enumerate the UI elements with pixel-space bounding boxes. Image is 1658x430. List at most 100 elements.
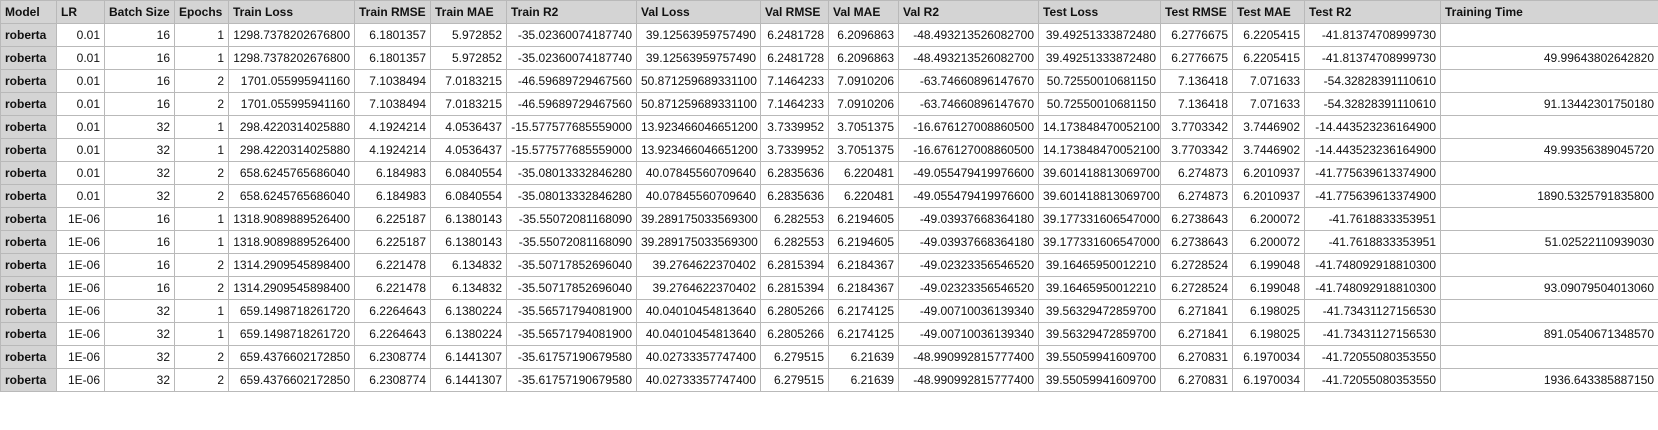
cell-test-r2[interactable]: -41.775639613374900 (1304, 184, 1441, 208)
column-header-test-r2[interactable]: Test R2 (1304, 0, 1441, 24)
cell-train-r2[interactable]: -46.59689729467560 (506, 92, 637, 116)
cell-val-loss[interactable]: 39.12563959757490 (636, 23, 761, 47)
cell-test-rmse[interactable]: 6.274873 (1160, 161, 1233, 185)
cell-batch-size[interactable]: 16 (104, 276, 175, 300)
cell-lr[interactable]: 1E-06 (56, 368, 105, 392)
cell-train-mae[interactable]: 4.0536437 (430, 138, 507, 162)
cell-model[interactable]: roberta (0, 230, 57, 254)
cell-train-r2[interactable]: -15.577577685559000 (506, 138, 637, 162)
cell-train-loss[interactable]: 1298.7378202676800 (228, 46, 355, 70)
cell-batch-size[interactable]: 16 (104, 46, 175, 70)
cell-test-loss[interactable]: 39.177331606547000 (1038, 207, 1161, 231)
cell-batch-size[interactable]: 16 (104, 69, 175, 93)
cell-model[interactable]: roberta (0, 322, 57, 346)
cell-val-loss[interactable]: 40.04010454813640 (636, 322, 761, 346)
cell-training-time[interactable]: 49.99356389045720 (1440, 138, 1658, 162)
cell-test-loss[interactable]: 50.72550010681150 (1038, 92, 1161, 116)
cell-test-rmse[interactable]: 3.7703342 (1160, 138, 1233, 162)
cell-lr[interactable]: 1E-06 (56, 299, 105, 323)
cell-train-loss[interactable]: 658.6245765686040 (228, 161, 355, 185)
cell-val-r2[interactable]: -16.676127008860500 (898, 115, 1039, 139)
cell-val-mae[interactable]: 6.2174125 (828, 322, 899, 346)
cell-val-rmse[interactable]: 6.2835636 (760, 161, 829, 185)
cell-model[interactable]: roberta (0, 184, 57, 208)
cell-train-rmse[interactable]: 6.2308774 (354, 345, 431, 369)
cell-val-r2[interactable]: -48.493213526082700 (898, 23, 1039, 47)
cell-val-loss[interactable]: 40.07845560709640 (636, 184, 761, 208)
cell-test-r2[interactable]: -41.81374708999730 (1304, 23, 1441, 47)
cell-test-mae[interactable]: 6.199048 (1232, 253, 1305, 277)
cell-test-loss[interactable]: 14.173848470052100 (1038, 138, 1161, 162)
cell-train-loss[interactable]: 298.4220314025880 (228, 115, 355, 139)
cell-val-loss[interactable]: 13.923466046651200 (636, 115, 761, 139)
cell-train-loss[interactable]: 1314.2909545898400 (228, 253, 355, 277)
cell-test-r2[interactable]: -41.748092918810300 (1304, 276, 1441, 300)
cell-train-loss[interactable]: 1298.7378202676800 (228, 23, 355, 47)
cell-test-mae[interactable]: 7.071633 (1232, 69, 1305, 93)
cell-test-mae[interactable]: 6.2010937 (1232, 184, 1305, 208)
cell-train-mae[interactable]: 6.1380224 (430, 322, 507, 346)
cell-val-mae[interactable]: 6.220481 (828, 184, 899, 208)
cell-training-time[interactable] (1440, 253, 1658, 277)
cell-val-r2[interactable]: -16.676127008860500 (898, 138, 1039, 162)
cell-test-mae[interactable]: 3.7446902 (1232, 115, 1305, 139)
cell-val-mae[interactable]: 3.7051375 (828, 115, 899, 139)
cell-lr[interactable]: 1E-06 (56, 230, 105, 254)
cell-train-loss[interactable]: 1318.9089889526400 (228, 230, 355, 254)
cell-test-loss[interactable]: 39.56329472859700 (1038, 322, 1161, 346)
cell-lr[interactable]: 1E-06 (56, 253, 105, 277)
cell-lr[interactable]: 0.01 (56, 23, 105, 47)
cell-training-time[interactable] (1440, 299, 1658, 323)
column-header-batch-size[interactable]: Batch Size (104, 0, 175, 24)
cell-batch-size[interactable]: 32 (104, 161, 175, 185)
cell-training-time[interactable] (1440, 69, 1658, 93)
column-header-test-mae[interactable]: Test MAE (1232, 0, 1305, 24)
cell-val-mae[interactable]: 6.2184367 (828, 276, 899, 300)
column-header-val-mae[interactable]: Val MAE (828, 0, 899, 24)
cell-lr[interactable]: 1E-06 (56, 276, 105, 300)
cell-train-loss[interactable]: 1701.055995941160 (228, 92, 355, 116)
cell-train-r2[interactable]: -35.56571794081900 (506, 299, 637, 323)
cell-test-rmse[interactable]: 6.274873 (1160, 184, 1233, 208)
cell-train-r2[interactable]: -35.02360074187740 (506, 46, 637, 70)
column-header-train-mae[interactable]: Train MAE (430, 0, 507, 24)
cell-test-rmse[interactable]: 6.2728524 (1160, 276, 1233, 300)
cell-val-r2[interactable]: -49.00710036139340 (898, 299, 1039, 323)
cell-test-r2[interactable]: -54.32828391110610 (1304, 92, 1441, 116)
cell-train-r2[interactable]: -35.55072081168090 (506, 207, 637, 231)
cell-val-mae[interactable]: 6.2096863 (828, 46, 899, 70)
cell-model[interactable]: roberta (0, 299, 57, 323)
cell-val-r2[interactable]: -49.02323356546520 (898, 253, 1039, 277)
cell-model[interactable]: roberta (0, 138, 57, 162)
cell-training-time[interactable] (1440, 161, 1658, 185)
cell-val-rmse[interactable]: 6.2805266 (760, 299, 829, 323)
cell-test-rmse[interactable]: 6.2776675 (1160, 46, 1233, 70)
cell-train-loss[interactable]: 659.4376602172850 (228, 345, 355, 369)
cell-lr[interactable]: 1E-06 (56, 345, 105, 369)
cell-test-loss[interactable]: 39.55059941609700 (1038, 368, 1161, 392)
cell-test-r2[interactable]: -41.81374708999730 (1304, 46, 1441, 70)
cell-val-rmse[interactable]: 7.1464233 (760, 92, 829, 116)
cell-batch-size[interactable]: 32 (104, 115, 175, 139)
cell-val-mae[interactable]: 6.21639 (828, 368, 899, 392)
cell-test-loss[interactable]: 39.49251333872480 (1038, 46, 1161, 70)
cell-epochs[interactable]: 2 (174, 276, 229, 300)
column-header-train-r2[interactable]: Train R2 (506, 0, 637, 24)
cell-train-loss[interactable]: 659.1498718261720 (228, 299, 355, 323)
cell-train-r2[interactable]: -15.577577685559000 (506, 115, 637, 139)
cell-train-mae[interactable]: 7.0183215 (430, 69, 507, 93)
cell-training-time[interactable]: 91.13442301750180 (1440, 92, 1658, 116)
cell-val-loss[interactable]: 39.289175033569300 (636, 207, 761, 231)
cell-val-rmse[interactable]: 6.2481728 (760, 46, 829, 70)
cell-test-r2[interactable]: -41.73431127156530 (1304, 322, 1441, 346)
cell-epochs[interactable]: 2 (174, 184, 229, 208)
cell-val-rmse[interactable]: 6.282553 (760, 230, 829, 254)
column-header-train-rmse[interactable]: Train RMSE (354, 0, 431, 24)
cell-train-mae[interactable]: 7.0183215 (430, 92, 507, 116)
cell-test-loss[interactable]: 39.16465950012210 (1038, 276, 1161, 300)
cell-test-mae[interactable]: 6.2205415 (1232, 23, 1305, 47)
cell-training-time[interactable] (1440, 345, 1658, 369)
cell-val-loss[interactable]: 50.871259689331100 (636, 92, 761, 116)
cell-val-loss[interactable]: 39.12563959757490 (636, 46, 761, 70)
cell-val-loss[interactable]: 13.923466046651200 (636, 138, 761, 162)
